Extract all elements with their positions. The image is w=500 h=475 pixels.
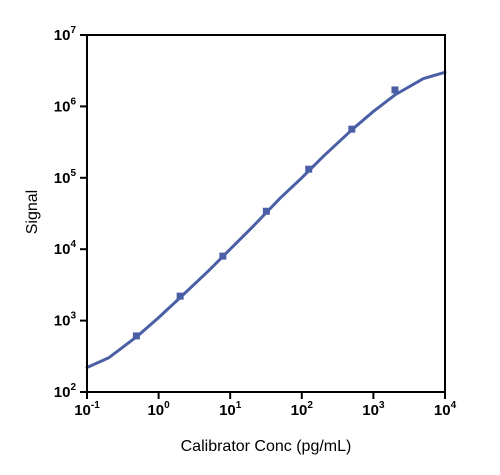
data-point: [305, 165, 313, 173]
x-tick-label: 104: [434, 400, 457, 419]
y-tick-label: 106: [54, 96, 77, 115]
y-tick-label: 107: [54, 25, 77, 44]
data-point: [348, 125, 356, 133]
data-point: [262, 207, 270, 215]
data-point: [391, 86, 399, 94]
data-point: [219, 252, 227, 260]
x-tick-label: 101: [219, 400, 242, 419]
x-tick-label: 10-1: [74, 400, 100, 419]
data-point: [132, 332, 140, 340]
y-axis-title: Signal: [24, 190, 41, 234]
plot-frame: [86, 34, 446, 393]
y-tick-label: 103: [54, 311, 77, 330]
x-axis-ticks: 10-1 100 101 102 103 104: [74, 392, 457, 419]
y-tick-label: 105: [54, 168, 77, 187]
x-tick-label: 103: [362, 400, 385, 419]
x-tick-label: 100: [147, 400, 170, 419]
data-point: [176, 292, 184, 300]
y-tick-label: 104: [54, 239, 77, 258]
plot-area: [85, 34, 447, 393]
y-tick-label: 102: [54, 382, 77, 401]
x-axis-title: Calibrator Conc (pg/mL): [181, 438, 352, 455]
y-axis-ticks: 102 103 104 105 106 107: [54, 25, 87, 401]
x-tick-label: 102: [291, 400, 314, 419]
fit-curve: [85, 70, 447, 370]
